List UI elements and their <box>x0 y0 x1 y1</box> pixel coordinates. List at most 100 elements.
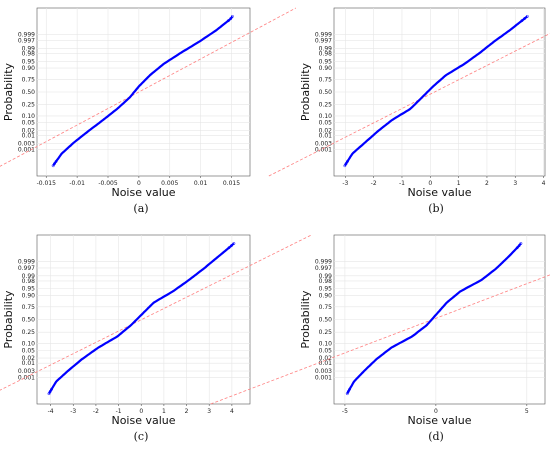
y-tick-label: 0.75 <box>22 76 36 83</box>
y-tick-label: 0.10 <box>22 341 36 348</box>
x-tick-label: 1 <box>162 408 166 415</box>
y-tick-label: 0.999 <box>315 31 332 38</box>
y-tick-label: 0.999 <box>18 258 35 265</box>
data-point <box>53 162 56 166</box>
x-tick-label: 0 <box>434 408 438 415</box>
data-point <box>343 164 347 168</box>
y-tick-label: 0.95 <box>319 286 333 293</box>
y-axis-label: Probability <box>2 290 15 349</box>
data-point <box>47 392 51 396</box>
y-axis-label: Probability <box>299 290 312 349</box>
reference-line <box>268 33 550 177</box>
x-tick-label: -5 <box>342 408 348 415</box>
x-tick-label: 0.015 <box>223 180 240 187</box>
x-tick-label: -0.01 <box>69 180 85 187</box>
x-tick-label: 3 <box>207 408 211 415</box>
x-axis-label: Noise value <box>407 186 471 199</box>
data-point <box>346 390 350 393</box>
y-tick-label: 0.003 <box>18 368 35 375</box>
data-curve <box>346 242 522 395</box>
x-axis-label: Noise value <box>111 186 175 199</box>
y-tick-label: 0.001 <box>315 147 332 154</box>
x-tick-label: -0.005 <box>98 180 118 187</box>
y-tick-label: 0.01 <box>22 132 36 139</box>
y-tick-label: 0.95 <box>22 58 36 65</box>
y-tick-label: 0.05 <box>319 120 333 127</box>
y-tick-label: 0.90 <box>319 292 333 299</box>
y-tick-label: 0.997 <box>18 38 35 45</box>
y-tick-label: 0.99 <box>319 273 333 280</box>
x-axis-label: Noise value <box>407 414 471 427</box>
y-tick-label: 0.50 <box>22 89 36 96</box>
data-point <box>525 14 529 18</box>
x-tick-label: -2 <box>93 408 99 415</box>
data-point <box>344 162 348 166</box>
y-tick-label: 0.997 <box>315 38 332 45</box>
data-point <box>517 244 521 248</box>
y-tick-label: 0.001 <box>315 375 332 382</box>
panel-caption: (d) <box>428 430 444 443</box>
y-tick-label: 0.98 <box>22 51 36 58</box>
y-tick-label: 0.75 <box>319 76 333 83</box>
y-tick-label: 0.05 <box>22 120 36 127</box>
y-tick-label: 0.02 <box>22 355 36 362</box>
y-tick-label: 0.999 <box>315 258 332 265</box>
y-tick-label: 0.90 <box>22 65 36 72</box>
data-point <box>230 14 234 18</box>
y-axis-label: Probability <box>299 62 312 121</box>
x-tick-label: -0.015 <box>37 180 57 187</box>
x-tick-label: -1 <box>116 408 122 415</box>
data-point <box>232 242 236 245</box>
y-tick-label: 0.05 <box>319 347 333 354</box>
y-tick-label: 0.10 <box>22 113 36 120</box>
y-tick-label: 0.997 <box>18 265 35 272</box>
y-tick-label: 0.25 <box>22 329 36 336</box>
x-tick-label: 0.005 <box>161 180 178 187</box>
x-tick-label: -1 <box>399 180 405 187</box>
x-tick-label: 5 <box>525 408 529 415</box>
y-tick-label: 0.997 <box>315 265 332 272</box>
y-tick-label: 0.99 <box>319 46 333 53</box>
y-tick-label: 0.001 <box>18 147 35 154</box>
data-point <box>519 242 523 245</box>
x-tick-label: 3 <box>513 180 517 187</box>
y-tick-label: 0.90 <box>319 65 333 72</box>
x-tick-label: 1 <box>457 180 461 187</box>
x-tick-label: 4 <box>230 408 234 415</box>
data-point <box>229 17 233 20</box>
y-tick-label: 0.50 <box>319 317 333 324</box>
data-point <box>50 387 53 391</box>
y-tick-label: 0.98 <box>319 278 333 285</box>
y-tick-label: 0.02 <box>22 127 36 134</box>
panel-a: 0.0010.0030.010.020.050.100.250.500.750.… <box>0 7 297 215</box>
y-tick-label: 0.999 <box>18 31 35 38</box>
y-tick-label: 0.001 <box>18 375 35 382</box>
data-point <box>227 246 231 250</box>
y-tick-label: 0.98 <box>22 278 36 285</box>
reference-line <box>0 234 312 391</box>
data-curve <box>52 15 234 167</box>
data-point <box>348 387 351 391</box>
y-tick-label: 0.02 <box>319 355 333 362</box>
data-curve <box>47 242 235 395</box>
panel-caption: (c) <box>134 430 149 443</box>
y-tick-label: 0.95 <box>319 58 333 65</box>
data-point <box>345 160 349 163</box>
data-point <box>523 17 527 20</box>
x-axis-label: Noise value <box>111 414 175 427</box>
y-axis-label: Probability <box>2 62 15 121</box>
y-tick-label: 0.95 <box>22 286 36 293</box>
y-tick-label: 0.25 <box>22 102 36 109</box>
panel-caption: (a) <box>133 202 148 215</box>
x-tick-label: -4 <box>48 408 54 415</box>
y-tick-label: 0.01 <box>319 360 333 367</box>
y-tick-label: 0.99 <box>22 273 36 280</box>
x-tick-label: 0 <box>428 180 432 187</box>
y-tick-label: 0.02 <box>319 127 333 134</box>
y-tick-label: 0.99 <box>22 46 36 53</box>
data-point <box>54 160 58 163</box>
data-point <box>515 246 519 250</box>
